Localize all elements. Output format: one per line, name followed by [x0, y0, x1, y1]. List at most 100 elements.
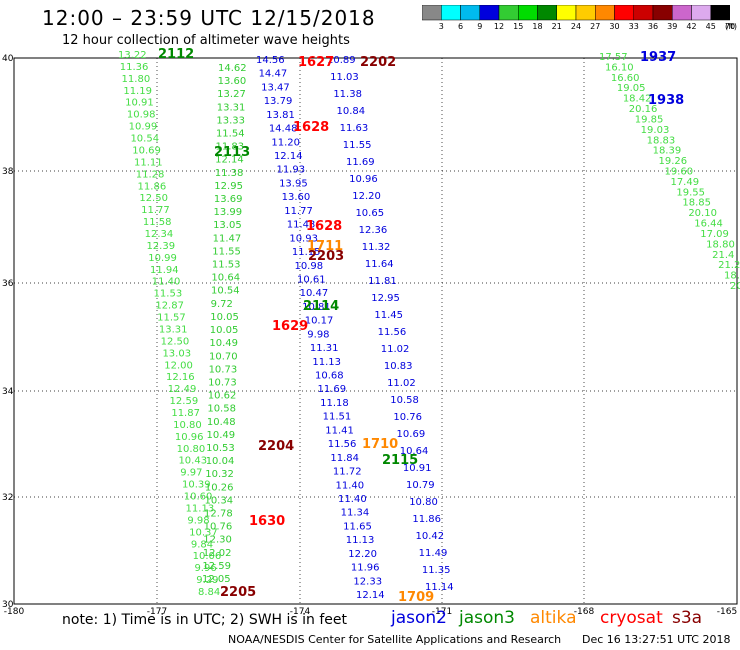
- wave-height-label: 13.05: [213, 220, 242, 231]
- wave-height-label: 10.47: [300, 288, 329, 299]
- wave-height-label: 18.42: [623, 94, 652, 105]
- wave-height-label: 11.55: [212, 246, 241, 257]
- wave-height-label: 10.06: [193, 551, 222, 562]
- wave-height-label: 10.65: [355, 208, 384, 219]
- wave-height-label: 11.56: [378, 327, 407, 338]
- wave-height-label: 12.95: [214, 181, 243, 192]
- pass-label: 1710: [362, 437, 398, 452]
- wave-height-label: 13.31: [159, 324, 188, 335]
- wave-height-label: 10.34: [204, 495, 233, 506]
- wave-height-label: 11.31: [310, 343, 339, 354]
- wave-height-label: 19.85: [635, 114, 664, 125]
- wave-height-label: 10.49: [209, 338, 238, 349]
- wave-height-label: 10.98: [294, 261, 323, 272]
- wave-height-label: 13.79: [264, 96, 293, 107]
- map-frame: [13, 57, 738, 605]
- scale-unit-label: (ft): [724, 22, 738, 31]
- wave-height-label: 9.96: [194, 563, 216, 574]
- wave-height-label: 11.80: [122, 74, 151, 85]
- wave-height-label: 11.81: [368, 276, 397, 287]
- scale-label-39: 39: [667, 22, 678, 31]
- wave-height-label: 10.39: [182, 480, 211, 491]
- wave-height-label: 11.15: [292, 247, 321, 258]
- wave-height-label: 18.80: [706, 239, 735, 250]
- wave-height-label: 10.48: [207, 417, 236, 428]
- page-subtitle: 12 hour collection of altimeter wave hei…: [62, 33, 350, 48]
- wave-height-label: 9.97: [180, 468, 202, 479]
- wave-height-label: 19.03: [641, 125, 670, 136]
- wave-height-label: 11.84: [330, 453, 359, 464]
- wave-height-label: 11.40: [152, 277, 181, 288]
- scale-label-27: 27: [590, 22, 601, 31]
- wave-height-label: 12.59: [202, 561, 231, 572]
- wave-height-label: 16.10: [605, 62, 634, 73]
- wave-height-label: 10.32: [205, 469, 234, 480]
- wave-height-label: 10.26: [205, 482, 234, 493]
- wave-height-label: 17.49: [670, 177, 699, 188]
- sat-legend-jason3: jason3: [459, 608, 515, 628]
- scale-label-6: 6: [457, 22, 464, 31]
- wave-height-label: 12.14: [356, 590, 385, 601]
- wave-height-label: 8.84: [198, 587, 220, 598]
- wave-height-label: 20.10: [688, 208, 717, 219]
- wave-height-label: 11.51: [323, 412, 352, 423]
- scale-label-12: 12: [493, 22, 505, 31]
- footer-note: note: 1) Time is in UTC; 2) SWH is in fe…: [62, 612, 348, 628]
- wave-height-label: 10.76: [393, 412, 422, 423]
- scale-label-42: 42: [686, 22, 697, 31]
- wave-height-label: 12.20: [348, 549, 377, 560]
- page-title: 12:00 – 23:59 UTC 12/15/2018: [42, 6, 376, 30]
- wave-height-label: 12.30: [203, 535, 232, 546]
- wave-height-label: 12.50: [161, 336, 190, 347]
- wave-height-label: 10.91: [125, 98, 154, 109]
- wave-height-label: 10.04: [206, 456, 235, 467]
- wave-height-label: 11.63: [340, 123, 369, 134]
- wave-height-label: 11.49: [419, 548, 448, 559]
- pass-label: 1628: [293, 120, 329, 135]
- wave-height-label: 10.80: [409, 497, 438, 508]
- wave-height-label: 21.2: [718, 260, 740, 271]
- wave-height-label: 10.96: [349, 174, 378, 185]
- wave-height-label: 10.37: [189, 527, 218, 538]
- wave-height-label: 11.11: [134, 157, 163, 168]
- wave-height-label: 16.60: [611, 73, 640, 84]
- wave-height-label: 13.81: [266, 110, 295, 121]
- wave-height-label: 10.70: [209, 351, 238, 362]
- color-scale-labels: 3 6 9 12 15 18 21 24 27 30 33 36 39 42 45 70 (ft): [422, 22, 737, 36]
- wave-height-label: 11.35: [422, 565, 451, 576]
- wave-height-label: 9.84: [191, 539, 213, 550]
- wave-height-label: 11.86: [138, 181, 167, 192]
- pass-label: 2203: [308, 249, 344, 264]
- lon-label: -177: [147, 607, 167, 617]
- scale-label-15: 15: [513, 22, 524, 31]
- wave-height-label: 13.69: [214, 194, 243, 205]
- wave-height-label: 10.64: [400, 446, 429, 457]
- wave-height-label: 10.69: [397, 429, 426, 440]
- wave-height-label: 11.57: [157, 313, 186, 324]
- wave-height-label: 10.83: [384, 361, 413, 372]
- wave-height-label: 11.03: [330, 72, 359, 83]
- lat-label: 30: [2, 600, 14, 610]
- wave-height-label: 11.83: [216, 142, 245, 153]
- wave-height-label: 10.43: [178, 456, 207, 467]
- wave-height-label: 12.14: [215, 155, 244, 166]
- wave-height-label: 11.69: [346, 157, 375, 168]
- pass-label: 2112: [158, 47, 194, 62]
- wave-height-label: 10.42: [416, 531, 445, 542]
- lat-label: 38: [2, 167, 14, 177]
- pass-label: 1629: [272, 319, 308, 334]
- wave-height-label: 13.31: [217, 102, 246, 113]
- wave-height-label: 12.00: [164, 360, 193, 371]
- wave-height-label: 12.34: [145, 229, 174, 240]
- wave-height-label: 12.36: [359, 225, 388, 236]
- wave-height-label: 11.13: [186, 503, 215, 514]
- wave-height-label: 10.89: [327, 55, 356, 66]
- wave-height-label: 10.73: [209, 364, 238, 375]
- wave-height-label: 13.27: [217, 89, 246, 100]
- wave-height-label: 10.54: [130, 134, 159, 145]
- scale-label-21: 21: [551, 22, 562, 31]
- wave-height-label: 12.87: [155, 301, 184, 312]
- pass-label: 2113: [214, 145, 250, 160]
- wave-height-label: 11.64: [365, 259, 394, 270]
- wave-height-label: 18.83: [647, 135, 676, 146]
